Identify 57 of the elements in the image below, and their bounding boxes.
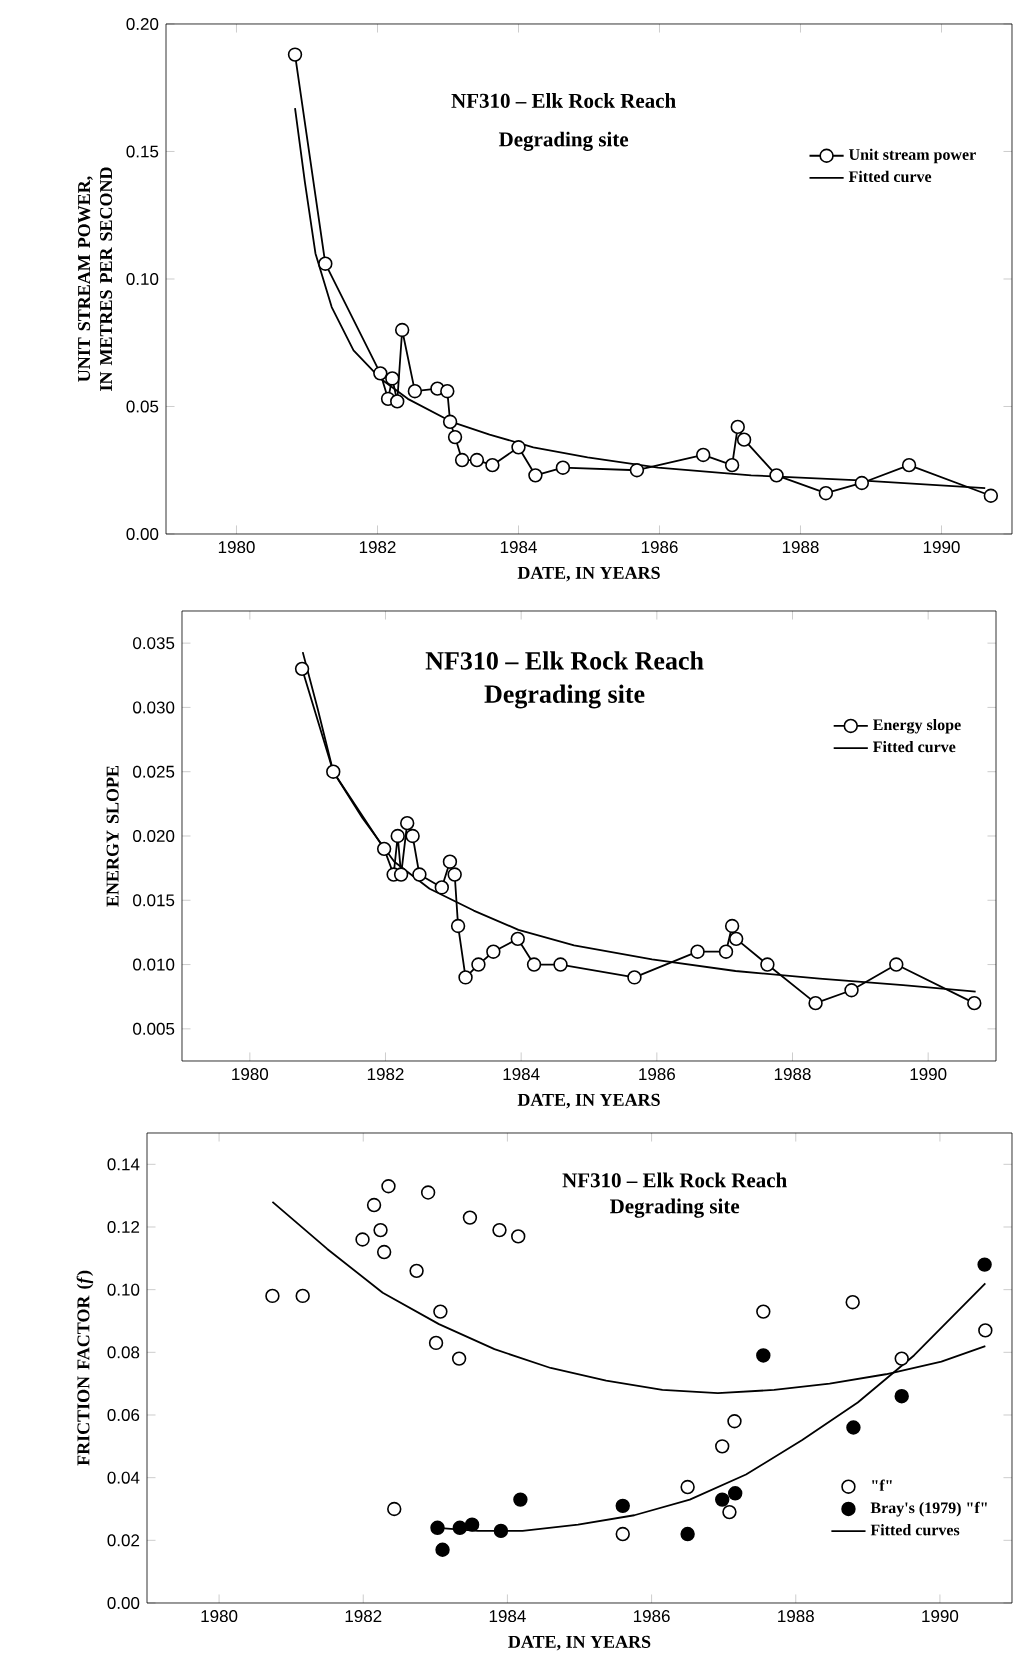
legend-label: Unit stream power — [848, 148, 976, 164]
x-tick-label: 1990 — [910, 1068, 947, 1081]
text: Degrading site — [609, 1198, 740, 1218]
y-axis-title: ENERGY SLOPE — [106, 765, 119, 907]
y-tick-label: 0.005 — [133, 1022, 175, 1035]
x-tick-label: 1988 — [774, 1068, 811, 1081]
y-tick-label: 0.20 — [126, 17, 159, 30]
legend-label: Energy slope — [873, 718, 961, 734]
x-tick-label: 1984 — [489, 1610, 526, 1623]
x-tick-label: 1986 — [639, 1068, 675, 1081]
y-axis-title: UNIT STREAM POWER, IN METRES PER SECOND — [78, 167, 113, 391]
y-tick-label: 0.06 — [107, 1408, 140, 1421]
y-tick-label: 0.030 — [133, 701, 175, 714]
text: NF310 – Elk Rock Reach — [451, 93, 676, 108]
x-tick-label: 1990 — [922, 1610, 959, 1623]
y-tick-label: 0.10 — [126, 272, 159, 285]
x-axis-title: DATE, IN YEARS — [517, 566, 660, 582]
text: Degrading site — [498, 131, 629, 151]
y-tick-label: 0.00 — [107, 1596, 140, 1609]
x-tick-label: 1982 — [345, 1610, 382, 1623]
legend-label: Fitted curve — [873, 740, 956, 753]
x-tick-label: 1988 — [782, 541, 819, 554]
y-tick-label: 0.02 — [107, 1534, 140, 1547]
x-tick-label: 1980 — [232, 1068, 269, 1081]
y-tick-label: 0.00 — [126, 527, 159, 540]
y-tick-label: 0.14 — [107, 1158, 140, 1171]
legend-label: Fitted curves — [870, 1524, 960, 1536]
y-tick-label: 0.025 — [133, 765, 175, 778]
y-tick-label: 0.035 — [133, 637, 175, 650]
x-axis-title: DATE, IN YEARS — [508, 1635, 651, 1651]
y-tick-label: 0.08 — [107, 1346, 140, 1359]
x-tick-label: 1980 — [218, 541, 255, 554]
legend-label: Bray's (1979) "f" — [870, 1501, 987, 1517]
x-tick-label: 1990 — [923, 541, 960, 554]
y-tick-label: 0.05 — [126, 400, 159, 413]
y-tick-label: 0.12 — [107, 1220, 140, 1233]
x-axis-title: DATE, IN YEARS — [517, 1093, 660, 1109]
x-tick-label: 1984 — [500, 541, 537, 554]
x-tick-label: 1986 — [641, 541, 678, 554]
y-axis-title: FRICTION FACTOR (f) — [76, 1270, 94, 1466]
x-tick-label: 1982 — [359, 541, 396, 554]
x-tick-label: 1980 — [201, 1610, 238, 1623]
x-tick-label: 1986 — [633, 1610, 670, 1623]
x-tick-label: 1984 — [503, 1068, 540, 1081]
y-tick-label: 0.04 — [107, 1471, 140, 1484]
y-tick-label: 0.15 — [126, 145, 159, 158]
y-tick-label: 0.10 — [107, 1283, 140, 1296]
x-tick-label: 1982 — [367, 1068, 404, 1081]
y-tick-label: 0.020 — [133, 829, 175, 842]
legend-label: "f" — [872, 1479, 892, 1491]
text: Degrading site — [484, 684, 645, 709]
legend-label: Fitted curve — [848, 170, 932, 183]
y-tick-label: 0.010 — [133, 958, 175, 971]
text: NF310 – Elk Rock Reach — [562, 1172, 787, 1188]
text: NF310 – Elk Rock Reach — [425, 651, 704, 670]
x-tick-label: 1988 — [778, 1610, 814, 1623]
y-tick-label: 0.015 — [133, 894, 175, 907]
